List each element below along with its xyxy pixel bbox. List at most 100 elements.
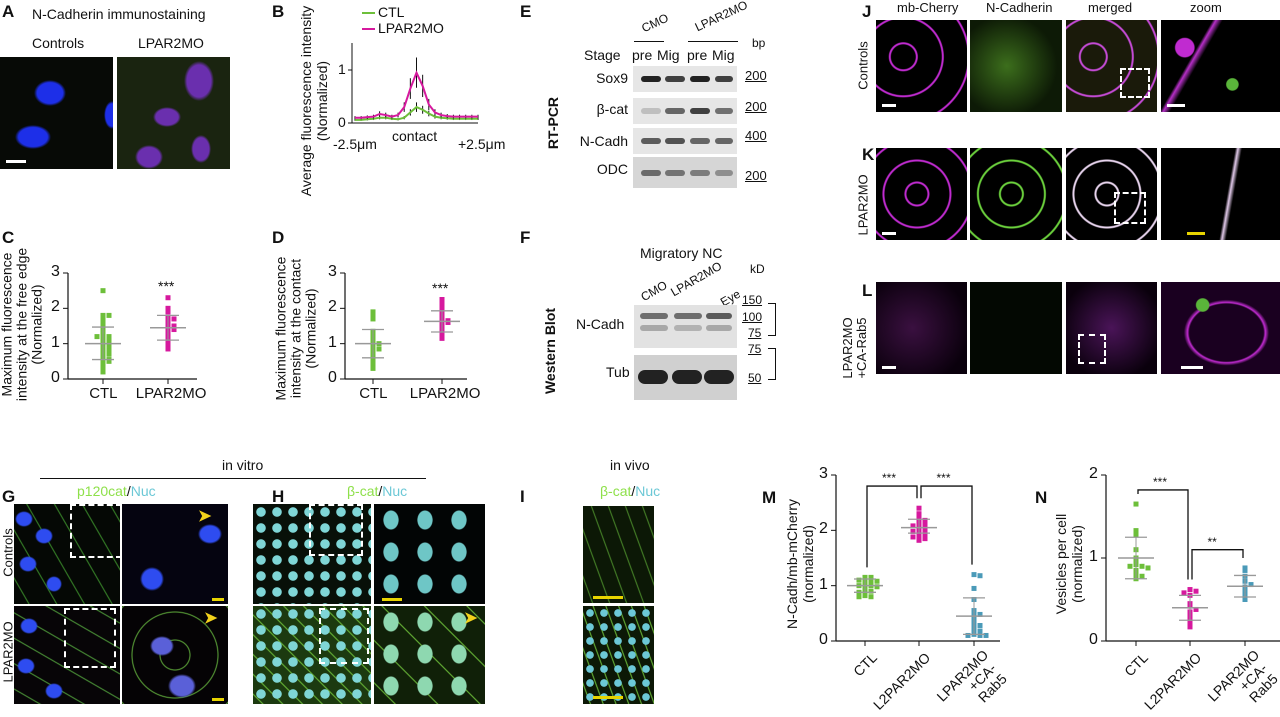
panel-label-i: I (520, 487, 525, 506)
panel-b-xtick-contact: contact (392, 128, 438, 144)
gel-odc (633, 157, 737, 188)
c-xtick-label: LPAR2MO (135, 385, 207, 402)
panel-a-col-controls: Controls (32, 35, 85, 51)
b-ytick-label: 0 (338, 114, 346, 130)
in-vivo-label: in vivo (610, 457, 650, 473)
micrograph-j-mbcherry (876, 20, 967, 112)
arrowhead-icon: ➤ (204, 610, 218, 627)
c-data-point (106, 337, 112, 343)
micrograph-i-lpar2mo (583, 606, 654, 704)
jkl-col-header: merged (1088, 0, 1133, 15)
m-data-point (971, 572, 977, 578)
micrograph-g-controls (14, 504, 120, 604)
jkl-col-header: zoom (1190, 0, 1222, 15)
micrograph-l-zoom (1161, 282, 1280, 374)
m-data-point (916, 505, 922, 511)
n-bracket-label: ** (1207, 534, 1217, 549)
g-stain-sep: / (126, 483, 131, 499)
c-data-point (106, 351, 112, 357)
m-data-point (922, 536, 928, 542)
d-data-point (370, 358, 376, 364)
c-data-point (165, 295, 171, 301)
c-data-point (165, 305, 171, 311)
panel-label-l: L (862, 281, 873, 300)
m-significance-bracket (920, 485, 973, 565)
e-gene: β-cat (596, 101, 628, 117)
f-marker: 75 (748, 342, 762, 356)
n-data-point (1193, 588, 1199, 594)
m-data-point (910, 528, 916, 534)
d-ytick-label: 0 (328, 369, 337, 386)
gel-beta-cat (633, 98, 737, 124)
micrograph-h-lpar2mo-zoom: ➤ (374, 606, 485, 704)
panel-label-j: J (862, 2, 872, 21)
panel-label-a: A (2, 2, 15, 21)
micrograph-h-controls-zoom (374, 504, 485, 604)
d-data-point (439, 305, 445, 311)
micrograph-k-ncadherin (970, 148, 1062, 240)
m-data-point (868, 594, 874, 600)
c-data-point (100, 369, 106, 375)
m-data-point (868, 574, 874, 580)
n-data-point (1139, 563, 1145, 569)
e-marker: 200 (745, 99, 767, 114)
h-stain: β-cat/Nuc (347, 483, 407, 499)
n-data-point (1187, 624, 1193, 630)
micrograph-g-lpar2mo-zoom: ➤ (122, 606, 228, 704)
c-data-point (165, 342, 171, 348)
panel-label-f: F (520, 228, 531, 247)
c-ytick-label: 2 (51, 298, 60, 316)
micrograph-l-mbcherry (876, 282, 967, 374)
legend-lpar2mo: LPAR2MO (378, 20, 444, 36)
n-significance-bracket (1191, 549, 1244, 580)
d-data-point (445, 319, 451, 325)
m-data-point (910, 523, 916, 529)
m-data-point (916, 537, 922, 543)
m-data-point (922, 527, 928, 533)
f-marker: 50 (748, 371, 762, 385)
e-gene: ODC (596, 161, 628, 177)
micrograph-k-zoom (1161, 148, 1280, 240)
g-stain-green: p120cat (77, 483, 127, 499)
micrograph-a-lpar2mo (117, 57, 230, 169)
b-series-line-ctl (355, 105, 478, 121)
m-bracket-label: *** (936, 471, 951, 486)
panel-label-n: N (1035, 488, 1048, 507)
m-significance-bracket (866, 485, 918, 568)
e-gene: Sox9 (596, 70, 628, 86)
n-data-point (1127, 563, 1133, 569)
e-gene: N-Cadh (579, 133, 628, 149)
panel-label-k: K (862, 145, 875, 164)
f-row: Tub (606, 364, 630, 380)
c-ytick-label: 1 (51, 333, 60, 351)
micrograph-h-lpar2mo (253, 606, 371, 704)
d-xtick-label: LPAR2MO (409, 385, 481, 402)
c-data-point (106, 358, 112, 364)
e-group-line (688, 41, 738, 42)
m-data-point (856, 594, 862, 600)
micrograph-a-controls (0, 57, 113, 169)
g-stain: p120cat/Nuc (77, 483, 156, 499)
d-data-point (370, 316, 376, 322)
e-stage: Mig (712, 47, 735, 63)
m-data-point (868, 588, 874, 594)
m-data-point (977, 632, 983, 638)
jkl-col-header: N-Cadherin (986, 0, 1053, 15)
f-marker: 75 (748, 326, 762, 340)
m-ytick-label: 0 (819, 631, 828, 648)
m-data-point (977, 611, 983, 617)
n-data-point (1193, 606, 1199, 612)
n-data-point (1139, 573, 1145, 579)
n-ytick-label: 2 (1089, 465, 1098, 482)
b-series-line-lpar2mo (355, 70, 478, 119)
c-data-point (100, 319, 106, 325)
e-group-line (634, 41, 664, 42)
arrowhead-icon: ➤ (464, 610, 478, 627)
d-data-point (376, 346, 382, 352)
e-stage-label: Stage (584, 47, 621, 63)
g-stain-cyan: Nuc (130, 483, 156, 499)
f-row: N-Cadh (576, 316, 625, 332)
micrograph-h-controls (253, 504, 371, 604)
m-data-point (971, 585, 977, 591)
m-data-point (922, 533, 928, 539)
